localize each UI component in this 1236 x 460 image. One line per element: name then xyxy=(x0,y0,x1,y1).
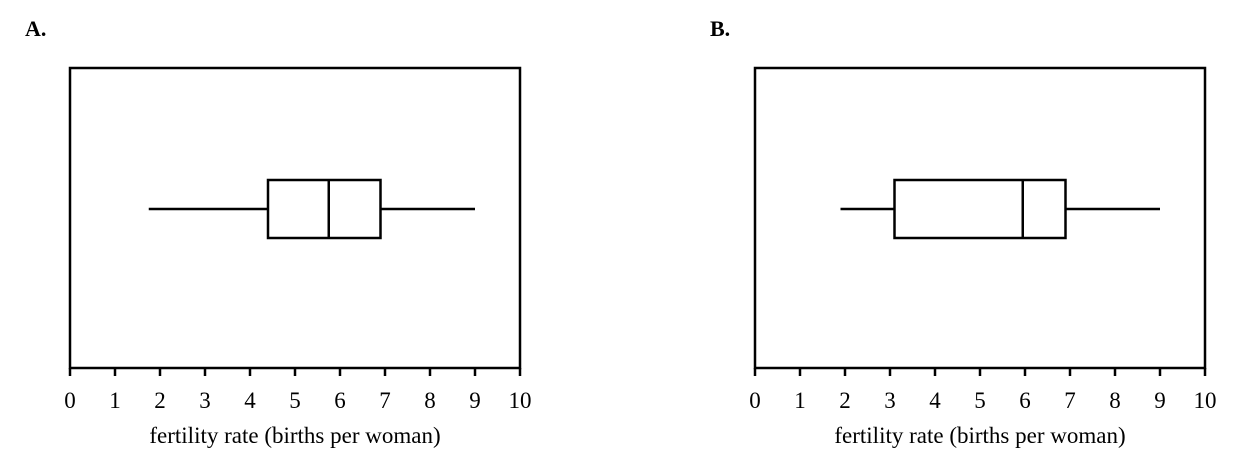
x-tick-label: 6 xyxy=(334,388,346,413)
x-tick-label: 0 xyxy=(749,388,761,413)
x-tick-label: 3 xyxy=(199,388,211,413)
x-tick-label: 3 xyxy=(884,388,896,413)
x-tick-label: 5 xyxy=(974,388,986,413)
plot-frame xyxy=(68,66,522,370)
x-tick-label: 5 xyxy=(289,388,301,413)
x-tick-label: 7 xyxy=(379,388,391,413)
x-tick-label: 0 xyxy=(64,388,76,413)
x-tick-label: 7 xyxy=(1064,388,1076,413)
x-axis-label: fertility rate (births per woman) xyxy=(149,423,440,448)
box-iqr xyxy=(893,178,1067,240)
x-tick-label: 6 xyxy=(1019,388,1031,413)
x-tick-label: 1 xyxy=(109,388,121,413)
x-tick-label: 4 xyxy=(244,388,256,413)
x-tick-label: 2 xyxy=(154,388,166,413)
panel-label: B. xyxy=(710,16,730,41)
x-tick-label: 8 xyxy=(424,388,436,413)
x-tick-label: 9 xyxy=(1154,388,1166,413)
x-tick-label: 8 xyxy=(1109,388,1121,413)
x-tick-label: 10 xyxy=(509,388,532,413)
x-tick-label: 2 xyxy=(839,388,851,413)
plot-frame xyxy=(753,66,1207,370)
x-tick-label: 4 xyxy=(929,388,941,413)
box-iqr xyxy=(266,178,382,240)
x-tick-label: 9 xyxy=(469,388,481,413)
panel-label: A. xyxy=(25,16,46,41)
x-axis-label: fertility rate (births per woman) xyxy=(834,423,1125,448)
x-tick-label: 1 xyxy=(794,388,806,413)
x-tick-label: 10 xyxy=(1194,388,1217,413)
